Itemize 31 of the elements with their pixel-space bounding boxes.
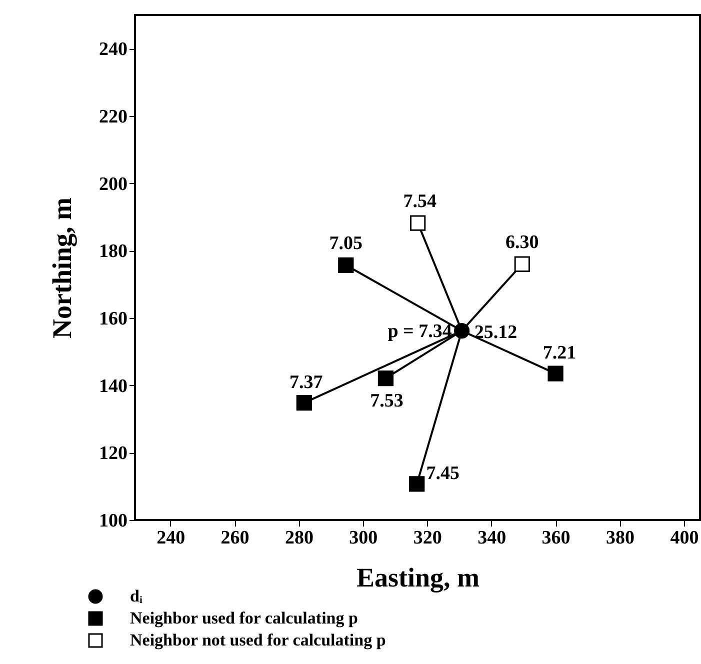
legend-label: Neighbor used for calculating p: [130, 608, 358, 628]
annotation: 7.53: [370, 390, 404, 412]
annotation: 7.05: [329, 233, 363, 254]
x-tick-label: 240: [156, 528, 186, 548]
x-tick-label: 340: [478, 528, 506, 548]
annotation: 7.45: [426, 462, 460, 484]
y-axis-title: Northing, m: [47, 196, 77, 338]
y-tick-label: 240: [99, 39, 128, 60]
x-tick-label: 280: [284, 528, 314, 548]
legend-label: Neighbor not used for calculating p: [130, 630, 386, 650]
annotation: 25.12: [474, 322, 518, 343]
y-tick-label: 100: [99, 510, 128, 532]
legend-label: dᵢ: [130, 586, 142, 606]
annotation: 7.21: [542, 342, 576, 364]
x-tick-label: 360: [542, 528, 570, 548]
annotation: 6.30: [506, 232, 539, 254]
x-tick-label: 400: [670, 528, 699, 548]
y-tick-label: 220: [99, 106, 128, 128]
x-tick-label: 260: [220, 528, 250, 548]
x-tick-label: 300: [349, 528, 378, 548]
x-axis-title: Easting, m: [356, 562, 480, 592]
y-tick-label: 200: [99, 174, 128, 195]
x-tick-label: 380: [606, 528, 634, 548]
annotation: 7.54: [403, 191, 437, 212]
annotation: 7.37: [290, 372, 324, 393]
y-tick-label: 140: [99, 376, 128, 397]
y-tick-label: 120: [99, 443, 128, 464]
y-tick-label: 180: [99, 241, 128, 262]
y-tick-label: 160: [99, 308, 128, 330]
annotation: p = 7.34: [388, 320, 452, 342]
x-tick-label: 320: [413, 528, 442, 548]
